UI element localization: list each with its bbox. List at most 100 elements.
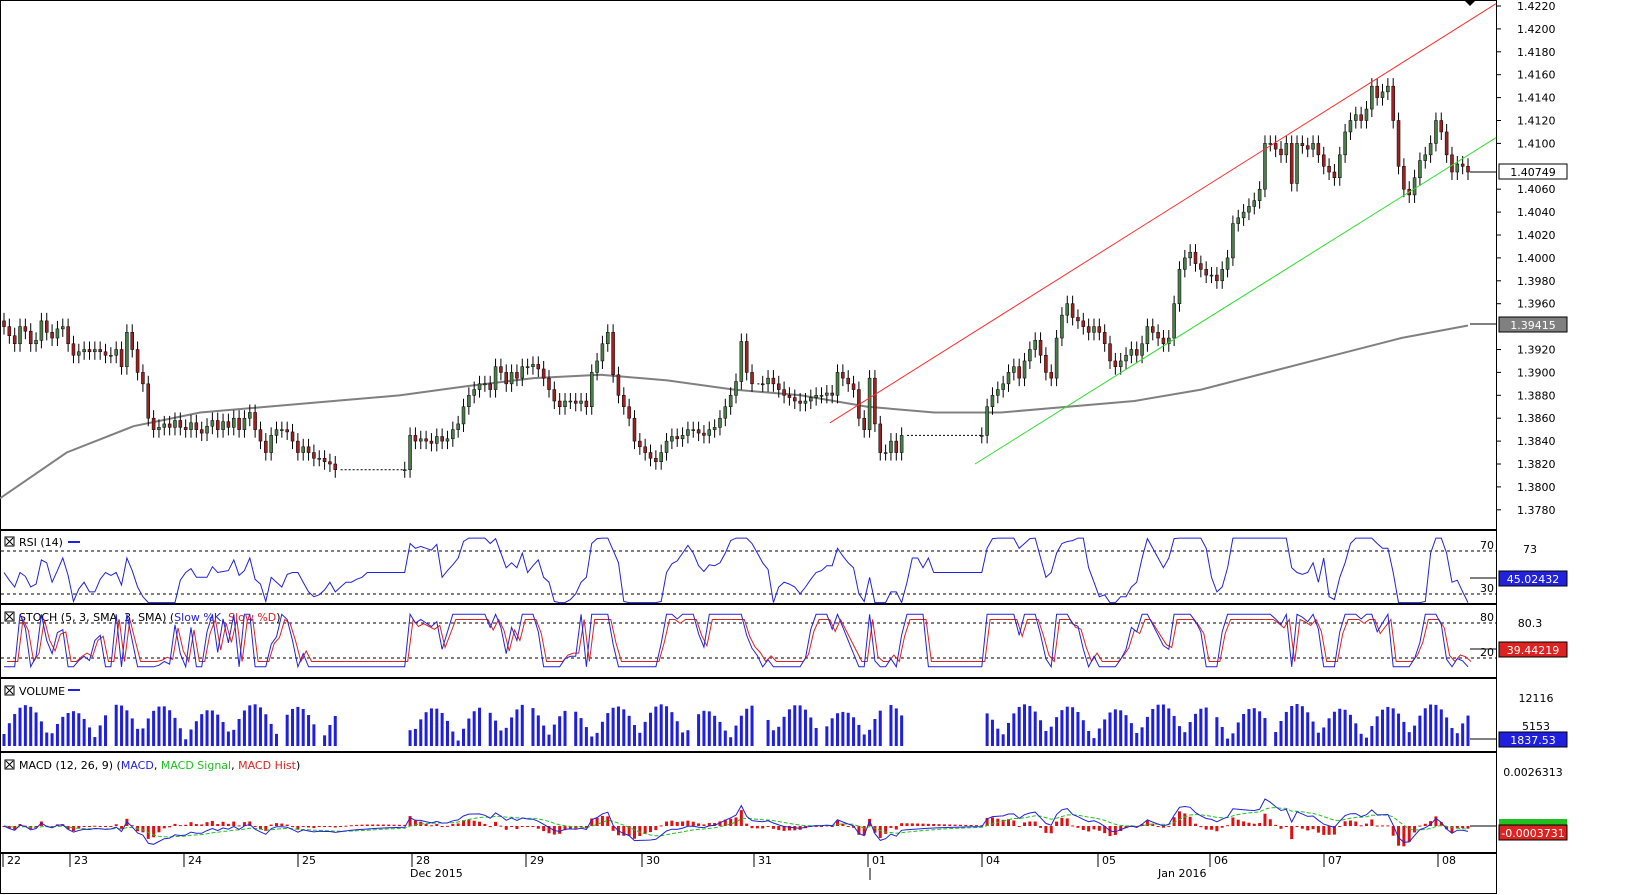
volume-bar bbox=[77, 713, 81, 746]
macd-hist-bar bbox=[974, 825, 978, 827]
candle-body bbox=[1455, 163, 1460, 173]
candle bbox=[1391, 78, 1395, 129]
candle bbox=[194, 414, 199, 438]
price-tick-label: 1.3900 bbox=[1517, 366, 1556, 379]
macd-hist-bar bbox=[1156, 826, 1160, 827]
macd-hist-bar bbox=[1081, 826, 1085, 830]
volume-bar bbox=[552, 724, 556, 746]
volume-bar bbox=[1247, 709, 1251, 746]
macd-hist-bar bbox=[1215, 826, 1219, 832]
candle-body bbox=[1279, 148, 1283, 156]
volume-bar bbox=[1194, 713, 1198, 746]
candle bbox=[680, 427, 685, 447]
candle-body bbox=[611, 332, 615, 375]
volume-bar bbox=[1423, 708, 1427, 746]
candle bbox=[178, 412, 183, 436]
candle bbox=[1375, 78, 1379, 106]
candle bbox=[413, 427, 418, 450]
volume-bar bbox=[1039, 720, 1043, 746]
candle bbox=[467, 387, 471, 415]
macd-hist-bar bbox=[958, 824, 962, 826]
candle-body bbox=[814, 395, 818, 398]
candle-body bbox=[1311, 143, 1315, 150]
candle bbox=[1359, 106, 1363, 129]
macd-hist-bar bbox=[745, 823, 749, 826]
candle bbox=[723, 398, 728, 427]
macd-hist-bar bbox=[451, 823, 455, 826]
macd-hist-bar bbox=[1012, 820, 1016, 826]
volume-bar bbox=[878, 710, 882, 746]
volume-bar bbox=[766, 719, 770, 746]
candle-body bbox=[77, 351, 81, 356]
candle-body bbox=[750, 372, 754, 385]
candle bbox=[830, 384, 834, 404]
macd-hist-bar bbox=[1247, 822, 1251, 826]
macd-hist-bar bbox=[697, 823, 701, 826]
candle-body bbox=[274, 429, 279, 436]
candle bbox=[1273, 135, 1278, 158]
candle bbox=[1386, 78, 1390, 100]
candle bbox=[280, 421, 284, 438]
candle-body bbox=[1172, 303, 1176, 339]
candle bbox=[119, 341, 124, 375]
macd-hist-bar bbox=[1429, 821, 1433, 826]
channel-bottom-line[interactable] bbox=[974, 137, 1497, 465]
macd-legend-signal: MACD Signal bbox=[161, 759, 231, 772]
candle-body bbox=[264, 440, 268, 453]
candle-body bbox=[467, 395, 471, 407]
volume-bar bbox=[574, 711, 578, 746]
macd-hist-bar bbox=[1311, 826, 1315, 830]
volume-bar bbox=[985, 713, 989, 746]
volume-bar bbox=[152, 710, 156, 746]
volume-bar bbox=[1167, 708, 1171, 746]
macd-hist-bar bbox=[707, 823, 711, 826]
candle-body bbox=[1038, 340, 1043, 356]
volume-bar bbox=[1258, 711, 1262, 746]
candle-body bbox=[440, 436, 444, 442]
volume-bar bbox=[729, 737, 733, 746]
candle bbox=[1172, 295, 1176, 347]
scroll-marker-icon[interactable] bbox=[1464, 0, 1476, 6]
macd-hist-bar bbox=[1466, 826, 1470, 829]
candle-body bbox=[702, 432, 706, 436]
candle-body bbox=[712, 427, 717, 430]
macd-legend-hist: MACD Hist bbox=[238, 759, 297, 772]
volume-bar bbox=[296, 706, 300, 746]
volume-bar bbox=[146, 718, 150, 746]
candle bbox=[1455, 155, 1460, 181]
macd-hist-bar bbox=[307, 826, 311, 828]
candle-body bbox=[691, 429, 696, 431]
macd-hist-bar bbox=[360, 824, 364, 826]
candle-body bbox=[1209, 274, 1214, 277]
candle bbox=[1321, 146, 1326, 175]
macd-hist-bar bbox=[1423, 823, 1427, 826]
volume-bar bbox=[1140, 727, 1144, 746]
macd-hist-bar bbox=[397, 824, 401, 826]
macd-hist-bar bbox=[606, 816, 610, 826]
candle bbox=[606, 324, 610, 352]
candle-body bbox=[130, 332, 134, 350]
volume-bars bbox=[2, 704, 1470, 746]
candle bbox=[429, 433, 434, 452]
volume-bar bbox=[258, 707, 262, 746]
stoch-k-line bbox=[4, 612, 1469, 669]
candle-body bbox=[424, 438, 428, 442]
channel-top-line[interactable] bbox=[829, 3, 1497, 424]
macd-hist-bar bbox=[1252, 823, 1256, 826]
volume-bar bbox=[798, 705, 802, 746]
candle-body bbox=[996, 389, 1000, 396]
candle-body bbox=[1263, 143, 1267, 190]
panel-frames bbox=[0, 0, 1497, 894]
macd-hist-bar bbox=[237, 825, 241, 827]
candle-body bbox=[232, 417, 236, 428]
candle-body bbox=[552, 389, 557, 402]
candle-body bbox=[531, 364, 535, 367]
candle-body bbox=[675, 436, 679, 440]
volume-bar bbox=[248, 705, 252, 746]
macd-hist-bar bbox=[862, 826, 866, 836]
volume-bar bbox=[141, 728, 145, 746]
candle-body bbox=[317, 458, 321, 460]
candle-body bbox=[199, 429, 204, 434]
volume-bar bbox=[29, 706, 33, 746]
macd-hist-bar bbox=[686, 820, 690, 826]
